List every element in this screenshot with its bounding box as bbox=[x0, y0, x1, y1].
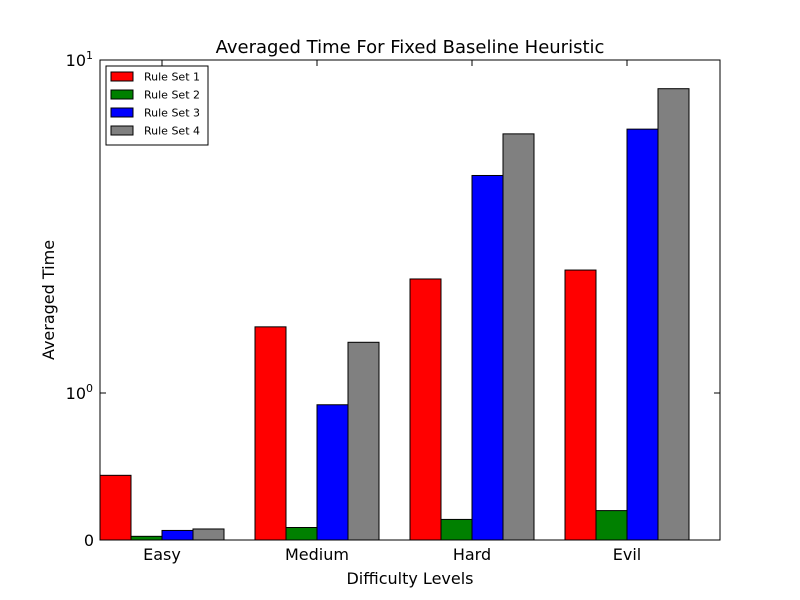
bar bbox=[316, 404, 349, 541]
bar bbox=[285, 527, 318, 541]
bar bbox=[347, 341, 380, 541]
bar bbox=[409, 278, 442, 541]
legend-label: Rule Set 1 bbox=[144, 71, 200, 84]
bar bbox=[626, 128, 659, 541]
legend: Rule Set 1 Rule Set 2 Rule Set 3 Rule Set 4 bbox=[105, 65, 209, 146]
x-tick-label: Evil bbox=[613, 545, 641, 564]
x-tick-label: Hard bbox=[453, 545, 491, 564]
bar bbox=[657, 88, 690, 541]
bar bbox=[254, 326, 287, 541]
bar bbox=[440, 518, 473, 541]
legend-label: Rule Set 3 bbox=[144, 107, 200, 120]
y-axis-label: Averaged Time bbox=[39, 240, 58, 360]
x-axis-label: Difficulty Levels bbox=[346, 569, 473, 588]
bar bbox=[502, 133, 535, 541]
legend-swatch bbox=[110, 89, 134, 100]
x-ticks: Easy Medium Hard Evil bbox=[143, 60, 641, 564]
bars-group bbox=[99, 88, 690, 541]
y-tick-label: 101 bbox=[66, 49, 93, 70]
bar bbox=[99, 474, 132, 541]
bar bbox=[564, 269, 597, 541]
bar bbox=[192, 528, 225, 541]
x-tick-label: Medium bbox=[285, 545, 349, 564]
chart-title: Averaged Time For Fixed Baseline Heurist… bbox=[216, 37, 605, 58]
legend-swatch bbox=[110, 71, 134, 82]
y-ticks: 0 100 101 bbox=[66, 49, 720, 550]
bar bbox=[471, 174, 504, 541]
legend-swatch bbox=[110, 125, 134, 136]
bar bbox=[161, 529, 194, 541]
bar bbox=[595, 510, 628, 541]
legend-swatch bbox=[110, 107, 134, 118]
plot-area-frame bbox=[99, 59, 721, 541]
legend-label: Rule Set 2 bbox=[144, 89, 200, 102]
legend-label: Rule Set 4 bbox=[144, 125, 200, 138]
y-tick-label: 0 bbox=[84, 531, 94, 550]
x-tick-label: Easy bbox=[143, 545, 181, 564]
y-tick-label: 100 bbox=[66, 382, 93, 403]
bar bbox=[130, 535, 163, 541]
